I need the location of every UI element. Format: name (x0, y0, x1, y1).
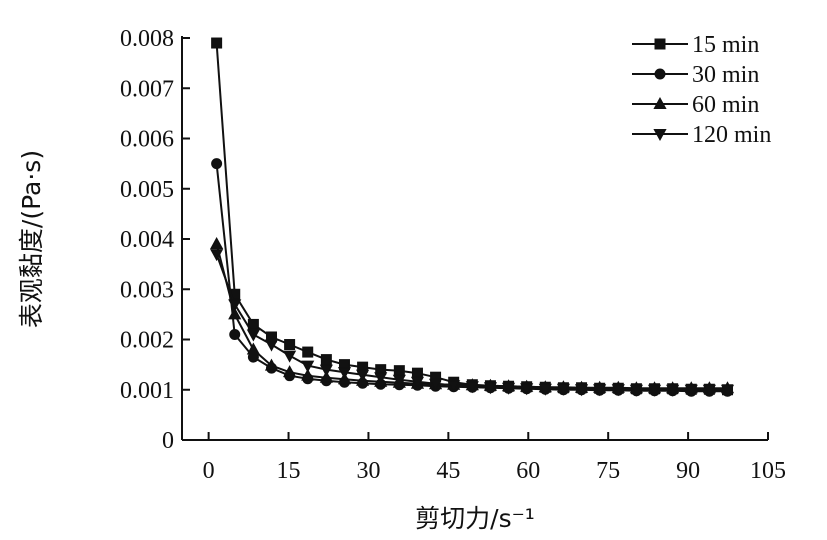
y-axis-title: 表观黏度/(Pa·s) (17, 150, 46, 328)
y-tick-label: 0.003 (120, 277, 174, 303)
data-point (302, 346, 314, 358)
legend-item: 30 min (632, 62, 759, 88)
y-ticks: 0 0.001 0.002 0.003 0.004 0.005 0.006 0.007 0.00… (120, 26, 190, 454)
data-point (356, 369, 370, 382)
legend-marker (653, 96, 667, 109)
data-point (629, 384, 644, 397)
data-point (211, 158, 223, 170)
data-point (447, 380, 461, 393)
data-point (538, 383, 552, 396)
x-tick-label: 30 (356, 458, 380, 484)
series-line (215, 253, 728, 391)
data-point (229, 328, 241, 340)
x-tick-label: 75 (596, 458, 620, 484)
legend-label: 15 min (692, 32, 759, 58)
data-point (647, 384, 662, 397)
x-tick-label: 90 (676, 458, 700, 484)
data-point (319, 370, 333, 383)
data-point (410, 376, 425, 389)
data-point (556, 383, 571, 396)
data-point (284, 339, 296, 351)
data-point (520, 383, 534, 396)
data-point (666, 384, 680, 397)
y-tick-label: 0 (162, 428, 174, 454)
legend-item: 15 min (632, 32, 759, 58)
x-tick-label: 105 (750, 458, 786, 484)
y-tick-label: 0.005 (120, 177, 174, 203)
series-60-min (210, 236, 735, 394)
data-point (593, 384, 607, 397)
y-tick-label: 0.001 (120, 378, 174, 404)
data-point (374, 372, 388, 385)
x-tick-label: 45 (436, 458, 460, 484)
data-point (301, 360, 315, 373)
y-tick-label: 0.008 (120, 26, 174, 52)
data-point (501, 382, 516, 395)
legend-marker (653, 129, 667, 142)
data-point (228, 307, 242, 320)
y-tick-label: 0.006 (120, 127, 174, 153)
data-point (283, 350, 297, 363)
series-line (215, 243, 728, 390)
x-tick-label: 15 (277, 458, 301, 484)
data-point (574, 384, 589, 397)
legend-item: 120 min (632, 122, 771, 148)
data-point (392, 374, 406, 387)
data-point (684, 384, 698, 397)
data-point (483, 382, 498, 395)
data-point (337, 367, 352, 380)
legend-marker (654, 38, 666, 50)
data-point (393, 365, 405, 377)
data-point (720, 384, 735, 397)
x-tick-label: 60 (516, 458, 540, 484)
legend-label: 30 min (692, 62, 759, 88)
data-point (465, 381, 479, 394)
data-point (411, 367, 423, 379)
data-point (210, 249, 224, 262)
data-point (210, 236, 224, 250)
data-point (611, 384, 625, 397)
data-point (301, 368, 315, 381)
data-point (320, 354, 332, 366)
data-point (702, 384, 716, 397)
data-point (211, 37, 223, 49)
data-point (319, 364, 333, 377)
x-ticks: 0 15 30 45 60 75 90 105 (203, 432, 786, 484)
series-layer (210, 37, 735, 397)
x-tick-label: 0 (203, 458, 215, 484)
data-point (246, 329, 260, 342)
series-120-min (210, 249, 735, 397)
legend-marker (654, 68, 666, 80)
y-tick-label: 0.007 (120, 76, 174, 102)
data-point (428, 378, 443, 391)
data-point (264, 339, 279, 352)
data-point (246, 342, 260, 355)
y-tick-label: 0.002 (120, 328, 174, 354)
series-line (215, 42, 728, 391)
x-axis-title: 剪切力/s⁻¹ (415, 504, 535, 533)
axes: 0 0.001 0.002 0.003 0.004 0.005 0.006 0.007 0.00… (120, 26, 786, 484)
data-point (228, 299, 242, 312)
legend: 15 min 30 min 60 min 120 min (632, 32, 771, 148)
series-15-min (211, 37, 734, 396)
data-point (264, 358, 279, 371)
y-tick-label: 0.004 (120, 227, 174, 253)
data-point (283, 365, 297, 378)
data-point (247, 318, 259, 330)
legend-label: 120 min (692, 122, 771, 148)
legend-item: 60 min (632, 92, 759, 118)
legend-label: 60 min (692, 92, 759, 118)
